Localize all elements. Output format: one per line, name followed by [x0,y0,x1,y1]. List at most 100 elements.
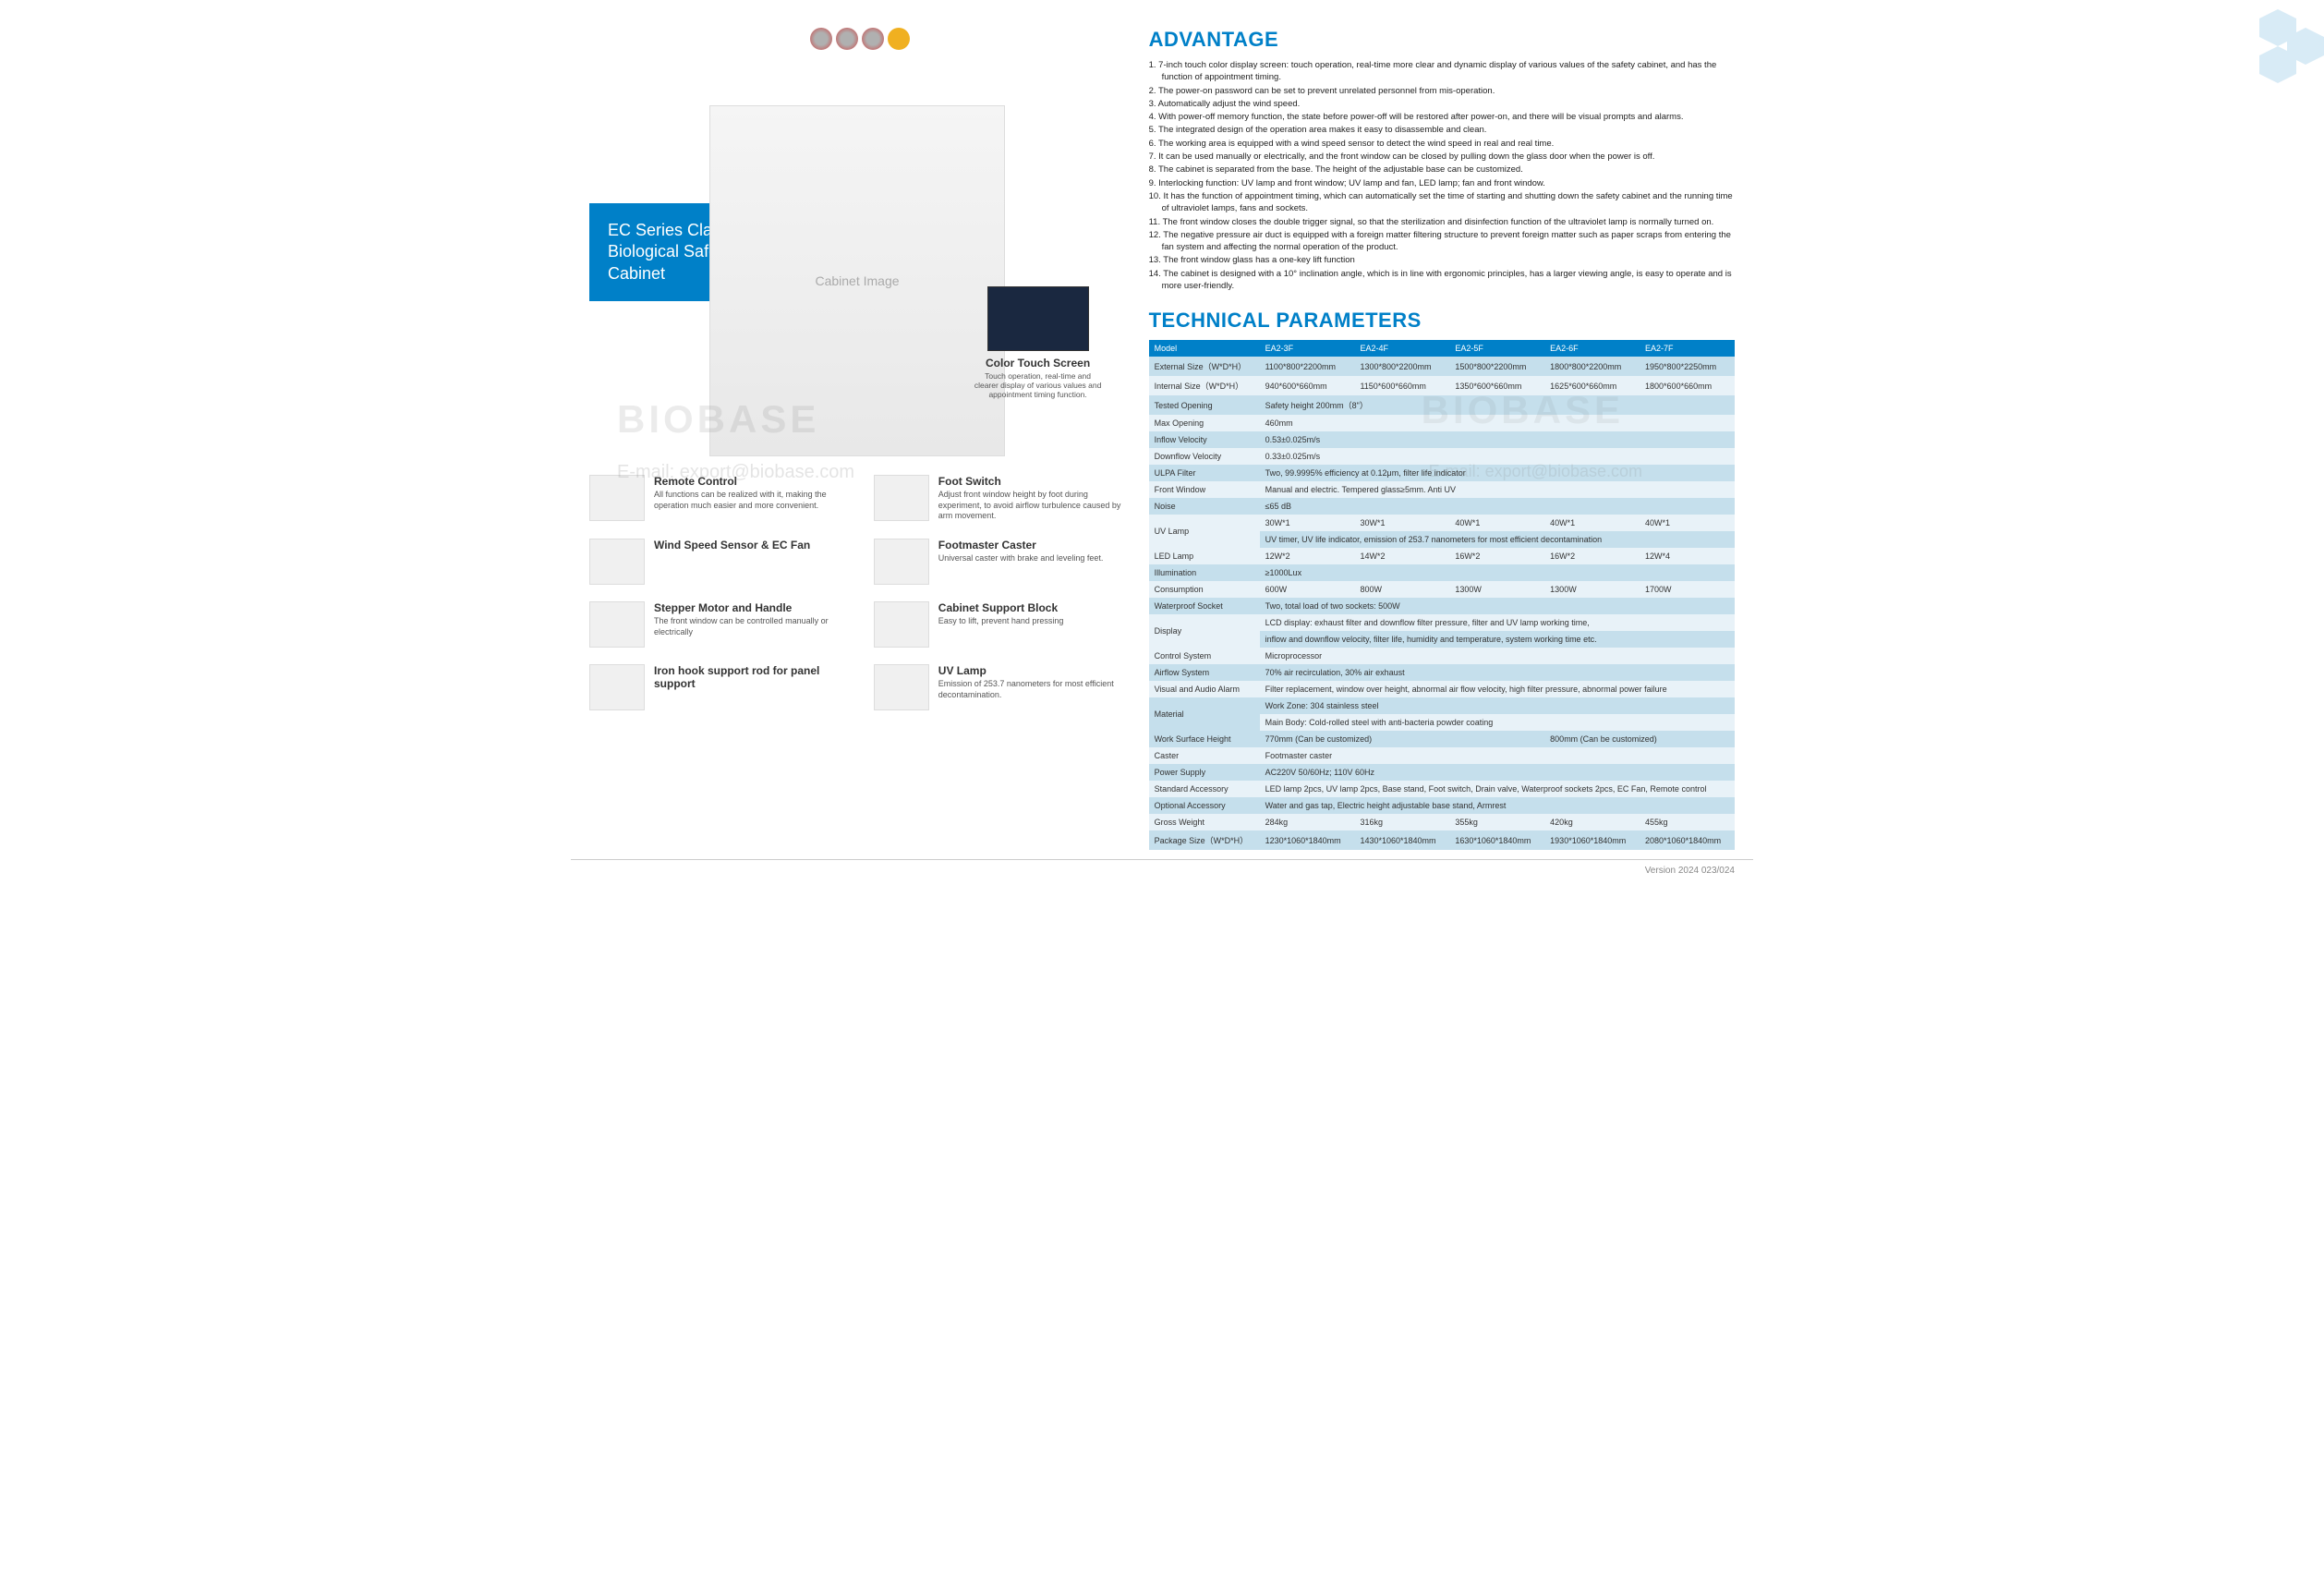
row-label: External Size（W*D*H） [1149,357,1260,376]
row-label: Consumption [1149,581,1260,598]
feature-item: Iron hook support rod for panel support [589,664,846,710]
table-row: Downflow Velocity0.33±0.025m/s [1149,448,1735,465]
table-row: Noise≤65 dB [1149,498,1735,515]
row-label: Material [1149,697,1260,731]
advantage-heading: ADVANTAGE [1149,28,1735,52]
feature-title: Stepper Motor and Handle [654,601,846,614]
row-value: 40W*1 [1544,515,1640,531]
row-value: Two, 99.9995% efficiency at 0.12μm, filt… [1260,465,1735,481]
row-label: Inflow Velocity [1149,431,1260,448]
touchscreen-title: Color Touch Screen [974,357,1103,370]
features-grid: Remote Control All functions can be real… [589,475,1131,710]
row-label: Visual and Audio Alarm [1149,681,1260,697]
advantage-item: 7. It can be used manually or electrical… [1149,151,1735,163]
feature-image [589,539,645,585]
feature-title: Iron hook support rod for panel support [654,664,846,690]
feature-image [874,539,929,585]
cert-badge [888,28,910,50]
table-row: Power SupplyAC220V 50/60Hz; 110V 60Hz [1149,764,1735,781]
row-label: Front Window [1149,481,1260,498]
row-label: Control System [1149,648,1260,664]
row-value: 16W*2 [1544,548,1640,564]
row-value: Two, total load of two sockets: 500W [1260,598,1735,614]
row-label: UV Lamp [1149,515,1260,548]
touchscreen-callout: Color Touch Screen Touch operation, real… [974,286,1103,400]
advantage-item: 6. The working area is equipped with a w… [1149,138,1735,150]
feature-image [874,475,929,521]
table-header: EA2-3F [1260,340,1355,357]
feature-desc: Universal caster with brake and leveling… [938,553,1131,564]
advantage-item: 12. The negative pressure air duct is eq… [1149,229,1735,254]
row-value: 1300W [1544,581,1640,598]
feature-title: Footmaster Caster [938,539,1131,552]
row-value: Footmaster caster [1260,747,1735,764]
row-value: Microprocessor [1260,648,1735,664]
advantage-item: 2. The power-on password can be set to p… [1149,85,1735,97]
row-label: Display [1149,614,1260,648]
row-value: Manual and electric. Tempered glass≥5mm.… [1260,481,1735,498]
feature-image [874,664,929,710]
cert-badge [862,28,884,50]
row-value: 460mm [1260,415,1735,431]
advantage-item: 13. The front window glass has a one-key… [1149,254,1735,266]
table-row: CasterFootmaster caster [1149,747,1735,764]
row-label: Noise [1149,498,1260,515]
table-row: External Size（W*D*H）1100*800*2200mm1300*… [1149,357,1735,376]
cert-badges [589,28,1131,50]
row-value: 1430*1060*1840mm [1354,830,1449,850]
cert-badge [836,28,858,50]
table-row: ULPA FilterTwo, 99.9995% efficiency at 0… [1149,465,1735,481]
row-value: 800W [1354,581,1449,598]
feature-desc: The front window can be controlled manua… [654,616,846,637]
feature-item: UV Lamp Emission of 253.7 nanometers for… [874,664,1131,710]
feature-title: Cabinet Support Block [938,601,1131,614]
row-value: 0.53±0.025m/s [1260,431,1735,448]
table-row: Inflow Velocity0.53±0.025m/s [1149,431,1735,448]
table-row: DisplayLCD display: exhaust filter and d… [1149,614,1735,631]
row-label: Internal Size（W*D*H） [1149,376,1260,395]
table-row: Visual and Audio AlarmFilter replacement… [1149,681,1735,697]
row-value: 316kg [1354,814,1449,830]
row-value: LED lamp 2pcs, UV lamp 2pcs, Base stand,… [1260,781,1735,797]
feature-desc: Easy to lift, prevent hand pressing [938,616,1131,627]
table-row: Front WindowManual and electric. Tempere… [1149,481,1735,498]
row-value: 14W*2 [1354,548,1449,564]
row-value: 12W*2 [1260,548,1355,564]
row-value: 1300W [1449,581,1544,598]
row-value: 600W [1260,581,1355,598]
row-label: Max Opening [1149,415,1260,431]
table-row: Waterproof SocketTwo, total load of two … [1149,598,1735,614]
table-header: Model [1149,340,1260,357]
advantage-item: 4. With power-off memory function, the s… [1149,111,1735,123]
table-row: Max Opening460mm [1149,415,1735,431]
table-row: Control SystemMicroprocessor [1149,648,1735,664]
touchscreen-image [987,286,1089,351]
feature-title: Foot Switch [938,475,1131,488]
row-value: 355kg [1449,814,1544,830]
table-row: Airflow System70% air recirculation, 30%… [1149,664,1735,681]
row-label: Optional Accessory [1149,797,1260,814]
row-value: 40W*1 [1449,515,1544,531]
feature-item: Footmaster Caster Universal caster with … [874,539,1131,585]
product-image: Cabinet Image [709,105,1005,456]
table-row: MaterialWork Zone: 304 stainless steel [1149,697,1735,714]
table-row: UV Lamp30W*130W*140W*140W*140W*1 [1149,515,1735,531]
row-value: 1230*1060*1840mm [1260,830,1355,850]
feature-item: Stepper Motor and Handle The front windo… [589,601,846,648]
row-value: 70% air recirculation, 30% air exhaust [1260,664,1735,681]
row-value: 940*600*660mm [1260,376,1355,395]
row-label: Waterproof Socket [1149,598,1260,614]
table-header: EA2-7F [1640,340,1735,357]
feature-image [874,601,929,648]
row-label: Caster [1149,747,1260,764]
row-value: 1800*800*2200mm [1544,357,1640,376]
row-label: Work Surface Height [1149,731,1260,747]
feature-image [589,601,645,648]
advantage-item: 11. The front window closes the double t… [1149,216,1735,228]
feature-item: Cabinet Support Block Easy to lift, prev… [874,601,1131,648]
row-value: 1630*1060*1840mm [1449,830,1544,850]
row-value: AC220V 50/60Hz; 110V 60Hz [1260,764,1735,781]
row-label: Illumination [1149,564,1260,581]
row-value: 1300*800*2200mm [1354,357,1449,376]
table-row: LED Lamp12W*214W*216W*216W*212W*4 [1149,548,1735,564]
